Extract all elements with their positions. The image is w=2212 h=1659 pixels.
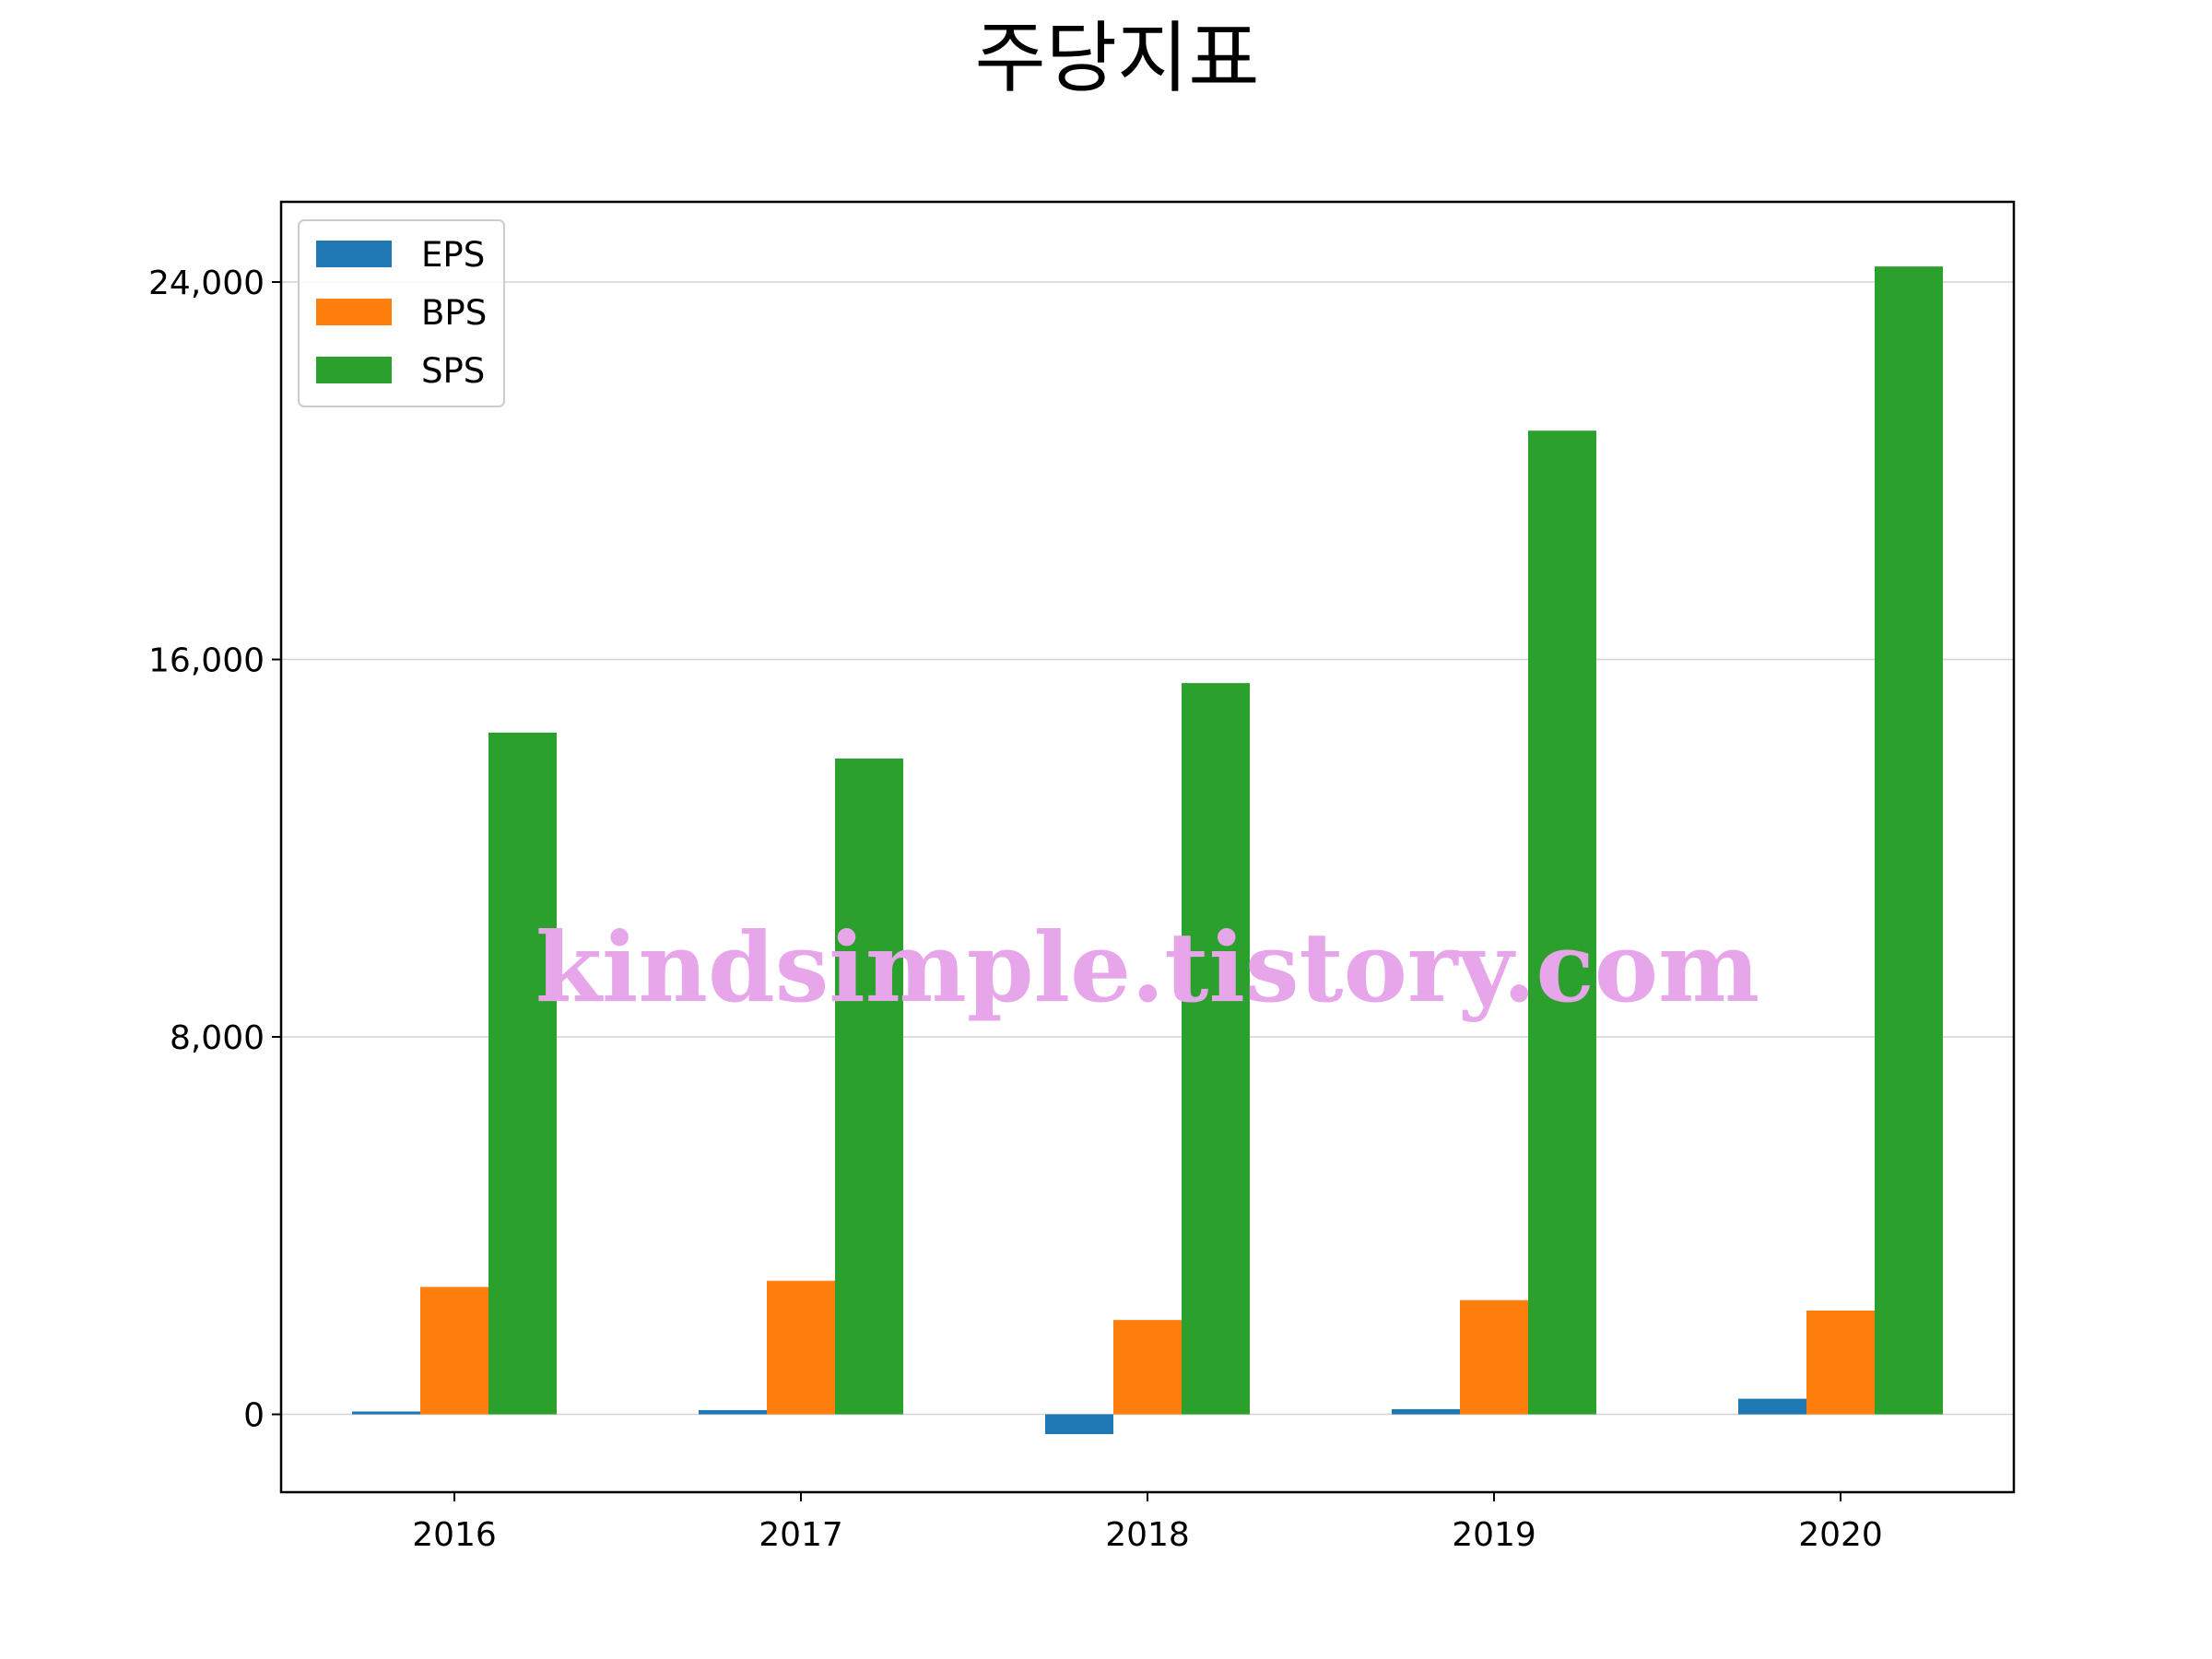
bar-bps-2018 <box>1113 1320 1182 1415</box>
y-axis: 0 8,000 16,000 24,000 <box>148 265 281 1435</box>
legend-label-bps: BPS <box>421 293 487 333</box>
bar-sps-2016 <box>488 732 557 1415</box>
bar-bps-2020 <box>1806 1310 1875 1415</box>
x-tick-label: 2019 <box>1452 1516 1536 1554</box>
x-axis: 2016 2017 2018 2019 2020 <box>412 1492 1883 1554</box>
bars <box>352 266 1943 1435</box>
x-tick-label: 2016 <box>412 1516 497 1554</box>
y-tick-label: 8,000 <box>170 1019 265 1057</box>
legend-swatch-sps <box>316 357 392 383</box>
legend-swatch-eps <box>316 241 392 267</box>
bar-eps-2019 <box>1392 1408 1460 1415</box>
bar-sps-2020 <box>1875 266 1943 1415</box>
y-tick-label: 24,000 <box>148 265 265 302</box>
legend: EPS BPS SPS <box>298 219 505 407</box>
bar-sps-2019 <box>1528 430 1596 1415</box>
bar-bps-2019 <box>1460 1300 1528 1415</box>
bar-sps-2018 <box>1182 683 1250 1415</box>
x-tick-label: 2018 <box>1105 1516 1190 1554</box>
y-tick-label: 16,000 <box>148 642 265 680</box>
chart-title: 주당지표 <box>974 13 1259 103</box>
bar-eps-2016 <box>352 1411 420 1415</box>
bar-eps-2020 <box>1738 1398 1806 1415</box>
bar-bps-2017 <box>767 1280 835 1415</box>
legend-label-eps: EPS <box>421 235 485 275</box>
x-tick-label: 2020 <box>1798 1516 1883 1554</box>
y-tick-label: 0 <box>243 1397 265 1435</box>
bar-bps-2016 <box>420 1287 488 1415</box>
legend-swatch-bps <box>316 299 392 325</box>
legend-label-sps: SPS <box>421 351 485 391</box>
bar-eps-2017 <box>699 1409 767 1415</box>
watermark-text: kindsimple.tistory.com <box>535 911 1759 1024</box>
bar-sps-2017 <box>835 759 903 1415</box>
x-tick-label: 2017 <box>759 1516 843 1554</box>
bar-eps-2018 <box>1045 1414 1113 1435</box>
